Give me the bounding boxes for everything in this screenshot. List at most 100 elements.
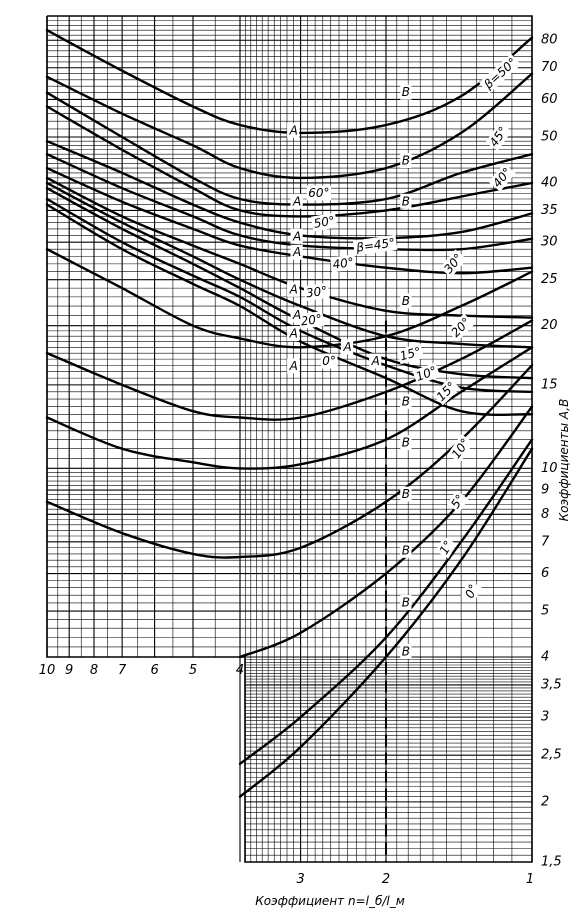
y-tick-label: 3,5 xyxy=(541,677,562,692)
y-tick-label: 80 xyxy=(541,33,558,48)
marker-label-b: B xyxy=(402,543,410,557)
series-curve-a-30- xyxy=(45,176,534,319)
marker-label-a: A xyxy=(371,354,380,368)
marker-label-b: B xyxy=(402,154,410,168)
marker-label-a-bg xyxy=(287,122,300,138)
curve-label-bg xyxy=(488,163,516,192)
curve-label: 0° xyxy=(462,582,480,600)
marker-label-b: B xyxy=(402,85,410,99)
marker-label-b-bg xyxy=(400,542,412,558)
marker-label-b-bg xyxy=(400,435,412,451)
marker-label-a-bg xyxy=(290,244,303,260)
y-tick-label: 7 xyxy=(541,534,550,549)
curve-label: β=45° xyxy=(354,235,396,254)
y-tick-label: 9 xyxy=(541,483,549,498)
marker-label-a: A xyxy=(292,229,301,243)
marker-label-b-bg xyxy=(400,486,412,502)
curve-label: 1° xyxy=(437,538,456,557)
y-tick-label: 2 xyxy=(541,794,549,809)
y-tick-label: 5 xyxy=(541,604,549,619)
curve-label: 15° xyxy=(398,344,422,363)
marker-label-a: A xyxy=(289,359,298,373)
curve-label-bg xyxy=(311,212,338,232)
series-curve-a-15- xyxy=(45,187,534,380)
x-tick-label: 4 xyxy=(236,663,244,678)
y-tick-label: 40 xyxy=(541,175,558,190)
series-curve-b-15- xyxy=(45,346,534,470)
y-tick-label: 8 xyxy=(541,507,549,522)
series-curve-a-60- xyxy=(45,91,534,206)
curve-label-bg xyxy=(439,249,467,278)
x-tick-label: 10 xyxy=(39,663,56,678)
x-tick-label: 3 xyxy=(296,872,304,887)
curve-label: 20° xyxy=(300,312,323,329)
curve-label: 30° xyxy=(305,284,328,301)
x-tick-label: 8 xyxy=(90,663,98,678)
series-curve-b-0- xyxy=(238,447,534,798)
curve-label-bg xyxy=(461,580,482,602)
marker-label-b-bg xyxy=(400,84,412,100)
series-curve-b-1- xyxy=(238,438,534,765)
x-tick-label: 6 xyxy=(150,663,158,678)
y-tick-label: 2,5 xyxy=(541,748,562,763)
series-curve-a-40- xyxy=(45,105,534,218)
series-curve-a-45- xyxy=(45,153,534,252)
marker-label-b: B xyxy=(402,644,410,658)
curve-label-bg xyxy=(435,536,457,559)
marker-label-a: A xyxy=(289,327,298,341)
marker-label-b: B xyxy=(402,487,410,501)
marker-label-b-bg xyxy=(400,643,412,659)
y-tick-label: 6 xyxy=(541,566,549,581)
series-curve-a-20- xyxy=(45,181,534,349)
marker-label-a-bg xyxy=(287,326,300,342)
marker-label-b: B xyxy=(402,294,410,308)
marker-label-a-bg xyxy=(290,307,303,323)
curve-label-bg xyxy=(447,434,474,463)
y-tick-label: 10 xyxy=(541,461,558,476)
curve-label-bg xyxy=(446,313,475,342)
marker-label-a: A xyxy=(292,194,301,208)
y-tick-label: 25 xyxy=(541,272,558,287)
y-tick-label: 3 xyxy=(541,710,549,725)
curve-label-bg xyxy=(446,490,469,513)
curve-label-bg xyxy=(298,310,325,330)
curve-label-bg xyxy=(352,234,398,256)
y-tick-label: 20 xyxy=(541,318,558,333)
curve-label-bg xyxy=(396,343,425,365)
marker-label-b: B xyxy=(402,595,410,609)
x-tick-label: 9 xyxy=(65,663,73,678)
x-tick-label: 5 xyxy=(189,663,197,678)
marker-label-b-bg xyxy=(400,193,412,209)
series-curve-b-30- xyxy=(45,248,534,349)
x-tick-label: 7 xyxy=(118,663,127,678)
curve-label-bg xyxy=(320,353,338,369)
curve-label-bg xyxy=(330,254,357,273)
y-tick-label: 4 xyxy=(541,650,549,665)
marker-label-a-bg xyxy=(340,339,354,355)
marker-label-b-bg xyxy=(400,153,412,169)
marker-label-a-bg xyxy=(290,193,303,209)
y-tick-label: 35 xyxy=(541,203,558,218)
x-tick-label: 1 xyxy=(526,872,534,887)
plot-border xyxy=(46,15,533,863)
curve-label-bg xyxy=(412,362,441,385)
marker-label-b-bg xyxy=(400,293,412,309)
series-curve-a-0- xyxy=(45,203,534,416)
curve-label-bg xyxy=(306,185,332,201)
marker-label-a: A xyxy=(289,123,298,137)
marker-label-a: A xyxy=(289,282,298,296)
curve-label: 60° xyxy=(308,186,329,200)
y-tick-label: 1,5 xyxy=(541,855,562,870)
y-tick-label: 60 xyxy=(541,92,558,107)
x-tick-labels: 10 9 8 7 6 5 4 3 2 1 xyxy=(39,663,534,887)
curve-label-bg xyxy=(485,122,512,151)
marker-label-a-bg xyxy=(287,358,300,374)
marker-label-b: B xyxy=(402,436,410,450)
curve-labels: β=50°45°40°60°50°β=45°40° 30°30°20° 20°0° 1… xyxy=(287,53,522,659)
curve-label: 50° xyxy=(313,213,336,230)
curve-label: 10° xyxy=(414,363,439,383)
x-axis-title: Коэффициент n=l_б/l_м xyxy=(255,894,405,908)
curve-label-bg xyxy=(303,282,330,302)
series-curve-a-50- xyxy=(45,29,534,135)
